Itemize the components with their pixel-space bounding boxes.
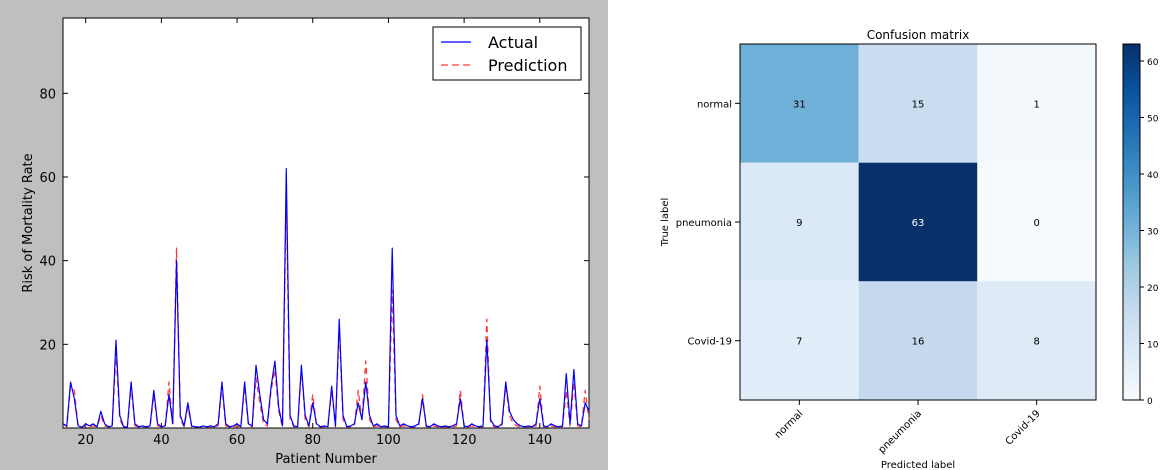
matrix-cell-value: 0	[1033, 218, 1039, 229]
confusion-matrix-cells: 31 15 1 9 63 0 7 16 8	[740, 44, 1096, 400]
matrix-cell-value: 9	[796, 218, 802, 229]
colorbar	[1122, 43, 1141, 401]
confusion-matrix-title: Confusion matrix	[867, 28, 970, 42]
matrix-cell	[740, 281, 859, 400]
colorbar-tick-label: 10	[1147, 340, 1159, 350]
matrix-cell-value: 8	[1033, 337, 1039, 348]
y-tick-label: 20	[39, 338, 56, 353]
line-chart-y-axis-label: Risk of Mortality Rate	[21, 153, 36, 292]
col-tick-label: pneumonia	[877, 408, 925, 456]
legend-actual-label: Actual	[488, 33, 538, 52]
matrix-cell	[740, 162, 859, 282]
matrix-cell	[977, 281, 1096, 400]
line-chart-series	[62, 168, 590, 428]
x-tick-label: 60	[229, 433, 246, 448]
x-tick-label: 140	[527, 433, 552, 448]
x-tick-label: 80	[304, 433, 321, 448]
matrix-cell-value: 16	[912, 337, 925, 348]
matrix-cell	[858, 281, 978, 400]
colorbar-tick-label: 0	[1147, 397, 1153, 407]
x-tick-label: 120	[452, 433, 477, 448]
confusion-matrix-chart: Confusion matrix 31 15 1 9 63 0 7 16 8 normal pne…	[660, 28, 1159, 470]
line-chart: 20 40 60 80 100 120 140 20 40 60 80 Patient Number…	[0, 0, 608, 470]
colorbar-tick-label: 20	[1147, 284, 1159, 294]
matrix-cell	[858, 162, 978, 282]
matrix-cell-value: 63	[912, 218, 925, 229]
line-plot-area	[62, 17, 590, 429]
x-tick-label: 20	[77, 433, 94, 448]
legend-prediction-label: Prediction	[488, 56, 567, 75]
y-tick-label: 40	[39, 255, 56, 270]
row-tick-label: Covid-19	[688, 337, 732, 348]
col-tick-label: normal	[773, 408, 806, 441]
matrix-cell-value: 7	[796, 337, 802, 348]
row-tick-label: normal	[697, 99, 732, 110]
confusion-matrix-x-axis-label: Predicted label	[881, 460, 955, 470]
confusion-matrix-y-axis-label: True label	[660, 198, 671, 248]
y-tick-label: 80	[39, 87, 56, 102]
colorbar-tick-label: 50	[1147, 114, 1159, 124]
matrix-cell	[858, 44, 978, 163]
colorbar-tick-label: 40	[1147, 171, 1159, 181]
row-tick-label: pneumonia	[676, 218, 732, 229]
colorbar-ticks: 0 10 20 30 40 50 60	[1140, 58, 1159, 407]
matrix-cell-value: 15	[912, 99, 925, 110]
col-tick-label: Covid-19	[1004, 408, 1043, 447]
colorbar-tick-label: 60	[1147, 58, 1159, 68]
matrix-cell-value: 31	[793, 99, 806, 110]
legend-box	[432, 26, 582, 81]
matrix-cell	[977, 162, 1096, 282]
line-chart-legend: Actual Prediction	[432, 26, 582, 81]
x-tick-label: 40	[153, 433, 170, 448]
colorbar-tick-label: 30	[1147, 227, 1159, 237]
x-tick-label: 100	[376, 433, 401, 448]
y-tick-label: 60	[39, 171, 56, 186]
matrix-cell	[740, 44, 859, 163]
line-chart-x-axis-label: Patient Number	[275, 452, 377, 467]
matrix-cell-value: 1	[1033, 99, 1039, 110]
series-actual-line	[62, 168, 590, 428]
matrix-cell	[977, 44, 1096, 163]
